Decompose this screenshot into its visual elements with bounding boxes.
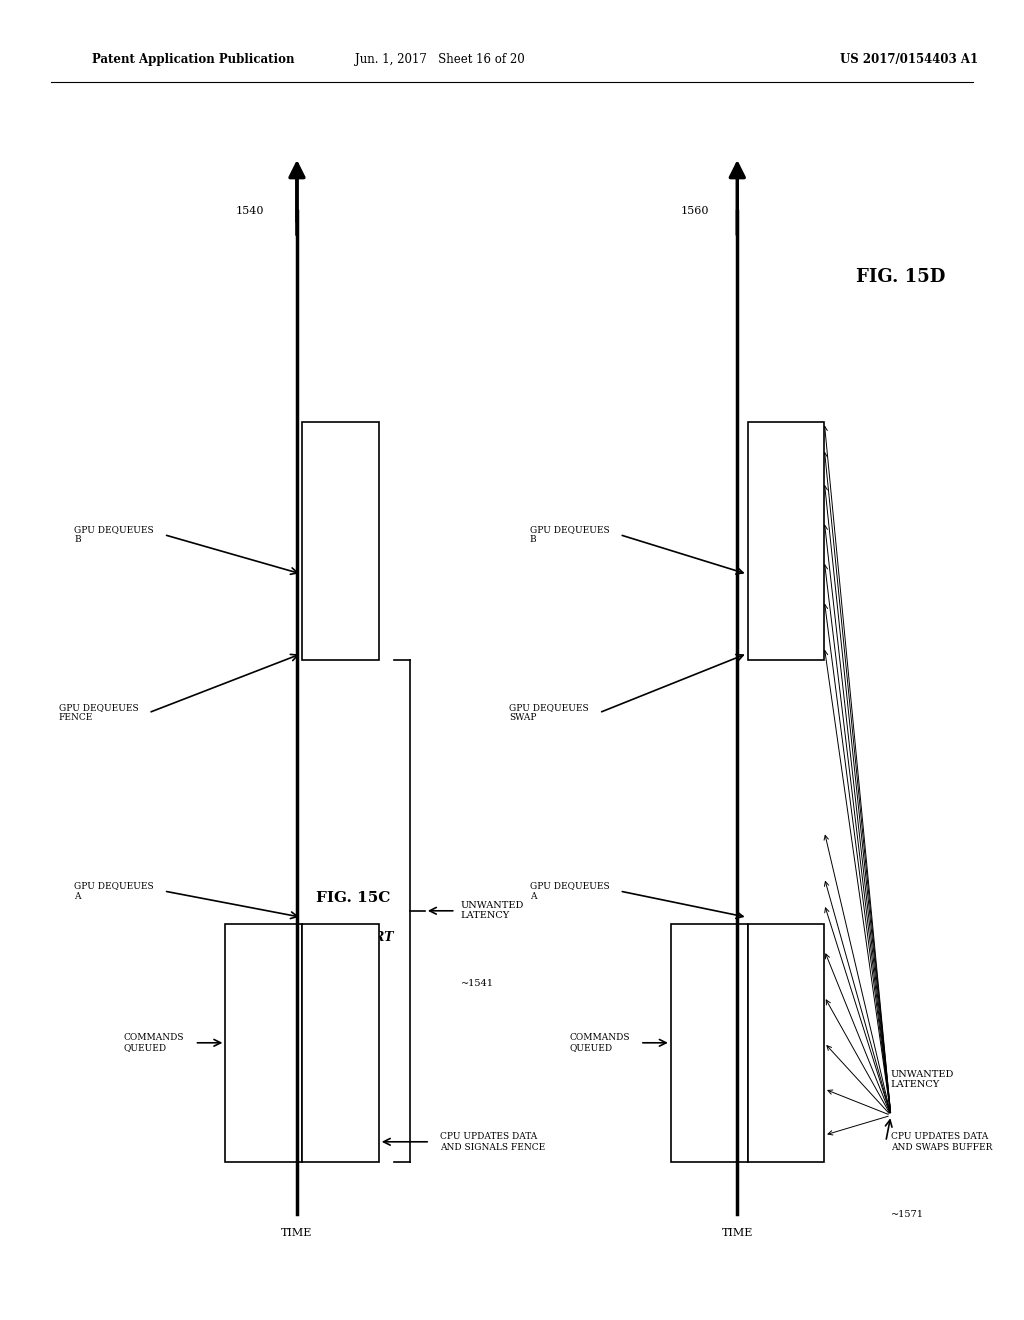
Text: ~1541: ~1541 — [461, 979, 494, 987]
Text: Jun. 1, 2017   Sheet 16 of 20: Jun. 1, 2017 Sheet 16 of 20 — [355, 53, 525, 66]
Text: CPU UPDATES DATA
AND SIGNALS FENCE: CPU UPDATES DATA AND SIGNALS FENCE — [440, 1133, 546, 1151]
Text: TIME: TIME — [722, 1228, 753, 1238]
Text: TIME: TIME — [282, 1228, 312, 1238]
Text: GPU DEQUEUES
B: GPU DEQUEUES B — [529, 525, 609, 544]
Text: PROCESSING B: PROCESSING B — [336, 484, 345, 558]
Bar — [302, 924, 379, 1162]
Text: 1562: 1562 — [781, 1084, 791, 1107]
Text: 1505: 1505 — [336, 1084, 345, 1107]
Text: 1560: 1560 — [681, 206, 710, 216]
Text: COMMANDS
QUEUED: COMMANDS QUEUED — [569, 1034, 630, 1052]
Text: Patent Application Publication: Patent Application Publication — [92, 53, 295, 66]
Text: GPU DEQUEUES
SWAP: GPU DEQUEUES SWAP — [509, 704, 589, 722]
Text: GPU DEQUEUES
FENCE: GPU DEQUEUES FENCE — [58, 704, 138, 722]
Text: GPU DEQUEUES
A: GPU DEQUEUES A — [74, 882, 154, 900]
Bar — [671, 924, 748, 1162]
Text: PRIOR ART: PRIOR ART — [313, 931, 393, 944]
Text: 1561: 1561 — [748, 615, 776, 626]
Text: PROCESSING B: PROCESSING B — [781, 484, 791, 558]
Bar — [302, 422, 379, 660]
Text: PROCESSING A: PROCESSING A — [336, 986, 345, 1060]
Text: COMMANDS
QUEUED: COMMANDS QUEUED — [124, 1034, 184, 1052]
Text: UNWANTED
LATENCY: UNWANTED LATENCY — [461, 902, 524, 920]
Text: 1540: 1540 — [236, 206, 264, 216]
Text: 1501: 1501 — [307, 615, 336, 626]
Text: GPU DEQUEUES
A: GPU DEQUEUES A — [529, 882, 609, 900]
Text: 1563: 1563 — [705, 1084, 714, 1107]
Bar — [225, 924, 302, 1162]
Text: GPU DEQUEUES
B: GPU DEQUEUES B — [74, 525, 154, 544]
Text: FIG. 15D: FIG. 15D — [856, 268, 946, 286]
Text: 1507: 1507 — [336, 582, 345, 606]
Text: 1567: 1567 — [781, 582, 791, 606]
Text: QUEUED: QUEUED — [705, 1002, 714, 1044]
Text: 1503: 1503 — [259, 1084, 268, 1107]
Text: US 2017/0154403 A1: US 2017/0154403 A1 — [840, 53, 978, 66]
Text: ~1571: ~1571 — [891, 1210, 924, 1218]
Bar — [748, 422, 824, 660]
Text: CPU UPDATES DATA
AND SWAPS BUFFER: CPU UPDATES DATA AND SWAPS BUFFER — [891, 1133, 992, 1151]
Text: FIG. 15C: FIG. 15C — [316, 891, 390, 904]
Text: QUEUED: QUEUED — [259, 1002, 268, 1044]
Text: UNWANTED
LATENCY: UNWANTED LATENCY — [891, 1069, 954, 1089]
Text: PROCESSING A: PROCESSING A — [781, 986, 791, 1060]
Bar — [748, 924, 824, 1162]
